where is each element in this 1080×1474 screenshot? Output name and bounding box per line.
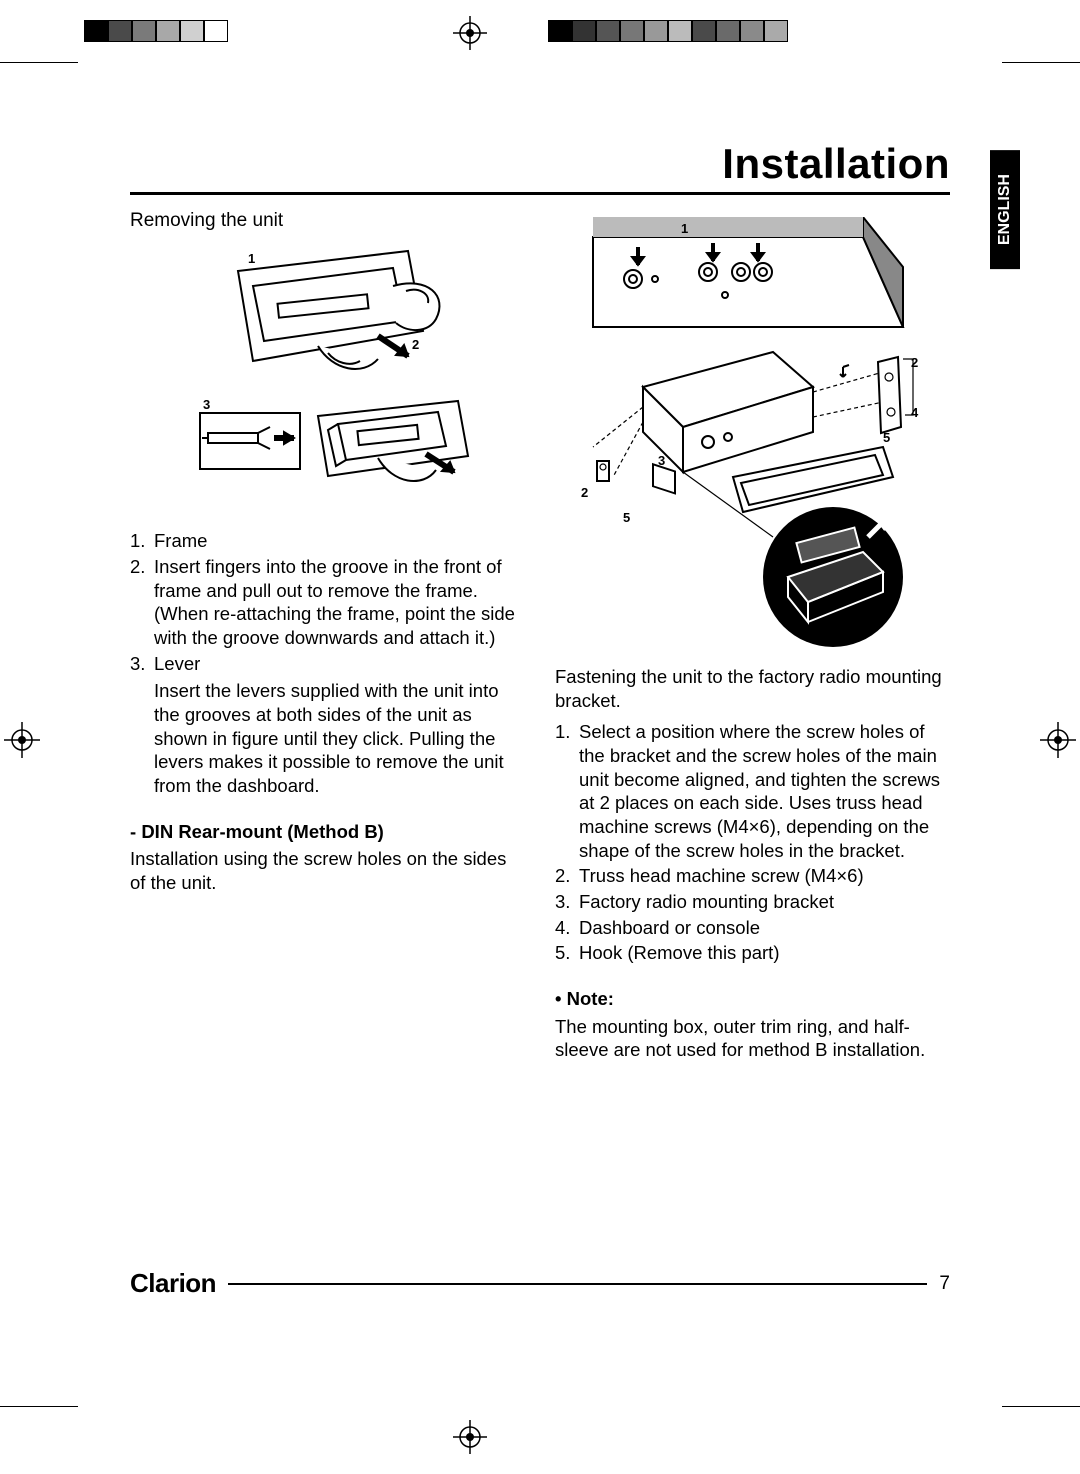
list-item: 3. Lever <box>130 652 525 676</box>
list-item: 1. Frame <box>130 529 525 553</box>
step-number: 1. <box>130 529 154 553</box>
left-column: Removing the unit <box>130 209 525 1062</box>
crop-line <box>0 1406 78 1407</box>
list-item: 4. Dashboard or console <box>555 916 950 940</box>
step-text: Lever <box>154 652 525 676</box>
svg-text:2: 2 <box>581 485 588 500</box>
registration-marks-top <box>0 0 1080 48</box>
callout-2: 2 <box>412 337 419 352</box>
step-number: 2. <box>130 555 154 650</box>
mounting-steps: 1. Select a position where the screw hol… <box>555 720 950 965</box>
step-number: 2. <box>555 864 579 888</box>
crop-target-icon <box>0 720 44 760</box>
title-row: Installation <box>130 140 950 195</box>
callout-3: 3 <box>203 397 210 412</box>
footer-rule <box>228 1283 927 1285</box>
crop-target-icon <box>1036 720 1080 760</box>
step-text: Dashboard or console <box>579 916 950 940</box>
step-number: 5. <box>555 941 579 965</box>
crop-line <box>1002 62 1080 63</box>
step-number: 3. <box>555 890 579 914</box>
figure-removing-unit: 1 2 3 <box>130 241 525 511</box>
step-text: Truss head machine screw (M4×6) <box>579 864 950 888</box>
page-number: 7 <box>939 1273 950 1295</box>
svg-text:5: 5 <box>883 430 890 445</box>
step-number: 1. <box>555 720 579 862</box>
method-b-heading: DIN Rear-mount (Method B) <box>130 820 525 844</box>
mounting-diagram: 1 <box>563 217 943 647</box>
note-body: The mounting box, outer trim ring, and h… <box>555 1015 950 1062</box>
list-item: 1. Select a position where the screw hol… <box>555 720 950 862</box>
method-b-body: Installation using the screw holes on th… <box>130 847 525 894</box>
list-item: 3. Factory radio mounting bracket <box>555 890 950 914</box>
step-text: Frame <box>154 529 525 553</box>
list-item: 5. Hook (Remove this part) <box>555 941 950 965</box>
crop-line <box>1002 1406 1080 1407</box>
right-column: 1 <box>555 209 950 1062</box>
step-number: 3. <box>130 652 154 676</box>
crop-target-icon <box>453 16 487 50</box>
method-b-heading-text: DIN Rear-mount (Method B) <box>141 821 384 842</box>
crop-line <box>0 62 78 63</box>
callout-1: 1 <box>248 251 255 266</box>
page-content: ENGLISH Installation Removing the unit <box>130 140 950 1260</box>
svg-text:1: 1 <box>681 221 688 236</box>
removing-unit-diagram: 1 2 3 <box>178 241 478 511</box>
lever-paragraph: Insert the levers supplied with the unit… <box>154 679 525 797</box>
step-text: Hook (Remove this part) <box>579 941 950 965</box>
page-title: Installation <box>722 140 950 187</box>
step-text: Factory radio mounting bracket <box>579 890 950 914</box>
figure-mounting: 1 <box>555 217 950 647</box>
svg-text:4: 4 <box>911 405 919 420</box>
brand-logo: Clarion <box>130 1268 216 1299</box>
note-heading-text: Note: <box>567 988 614 1009</box>
fastening-intro: Fastening the unit to the factory radio … <box>555 665 950 712</box>
page-footer: Clarion 7 <box>130 1268 950 1299</box>
svg-text:2: 2 <box>911 355 918 370</box>
removing-subhead: Removing the unit <box>130 209 525 233</box>
step-text: Insert fingers into the groove in the fr… <box>154 555 525 650</box>
crop-target-icon <box>453 1420 487 1454</box>
note-heading: Note: <box>555 987 950 1011</box>
removing-steps: 1. Frame 2. Insert fingers into the groo… <box>130 529 525 675</box>
list-item: 2. Truss head machine screw (M4×6) <box>555 864 950 888</box>
step-number: 4. <box>555 916 579 940</box>
list-item: 2. Insert fingers into the groove in the… <box>130 555 525 650</box>
step-text: Select a position where the screw holes … <box>579 720 950 862</box>
language-tab: ENGLISH <box>990 150 1020 269</box>
svg-text:3: 3 <box>658 453 665 468</box>
svg-text:5: 5 <box>623 510 630 525</box>
